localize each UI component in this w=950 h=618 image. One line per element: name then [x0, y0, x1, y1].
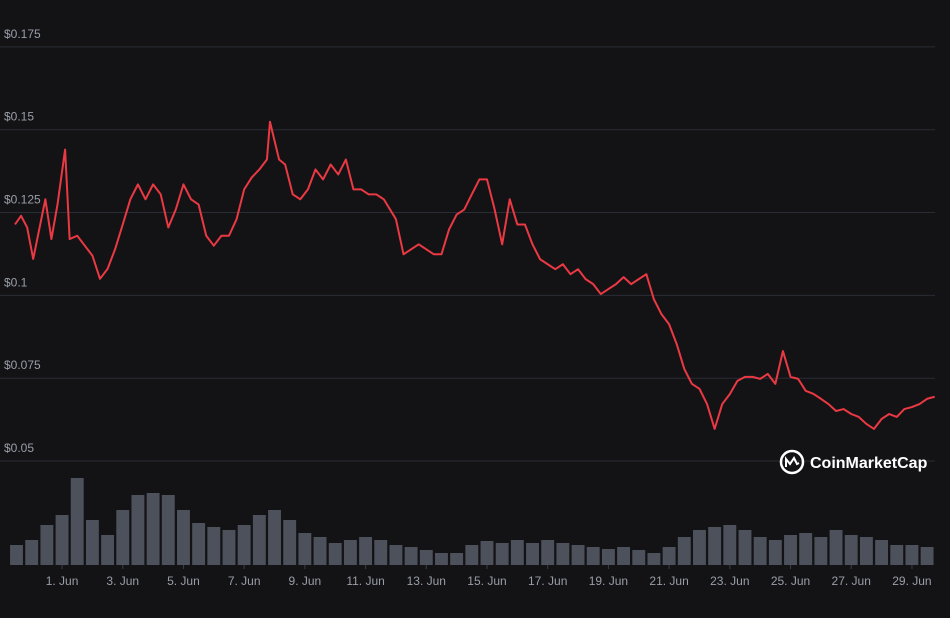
volume-bar — [480, 541, 494, 565]
volume-bar — [85, 520, 99, 565]
volume-bar — [450, 553, 464, 565]
volume-bar — [632, 550, 646, 565]
volume-bar — [768, 540, 782, 565]
volume-bar — [829, 530, 843, 565]
x-tick-label: 29. Jun — [892, 574, 931, 588]
volume-bar — [101, 535, 115, 565]
volume-bar — [526, 543, 539, 565]
volume-bar — [571, 545, 585, 565]
volume-bar — [298, 533, 312, 565]
volume-bar — [708, 527, 722, 565]
y-tick-label: $0.15 — [4, 110, 34, 124]
x-tick-label: 9. Jun — [289, 574, 322, 588]
volume-bar — [920, 547, 934, 565]
volume-bar — [693, 530, 706, 565]
volume-bar — [601, 549, 615, 565]
volume-bar — [268, 510, 281, 565]
volume-bar — [890, 545, 904, 565]
volume-bar — [374, 540, 388, 565]
volume-bar — [252, 515, 266, 565]
x-tick-label: 19. Jun — [589, 574, 628, 588]
volume-bar — [207, 527, 221, 565]
x-tick-label: 23. Jun — [710, 574, 749, 588]
x-tick-label: 11. Jun — [346, 574, 384, 588]
volume-bar — [131, 495, 145, 565]
y-tick-label: $0.1 — [4, 275, 28, 289]
logo: CoinMarketCap — [779, 449, 928, 475]
x-tick-label: 15. Jun — [467, 574, 506, 588]
volume-bar — [10, 545, 23, 565]
volume-bar — [222, 530, 236, 565]
volume-bar — [389, 545, 403, 565]
x-tick-label: 1. Jun — [46, 574, 79, 588]
volume-bar — [116, 510, 130, 565]
volume-bar — [161, 495, 175, 565]
volume-bar — [419, 550, 433, 565]
volume-bar — [905, 545, 919, 565]
volume-bar — [359, 537, 373, 565]
x-tick-label: 21. Jun — [649, 574, 688, 588]
volume-bar — [647, 553, 661, 565]
x-tick-label: 5. Jun — [167, 574, 200, 588]
volume-bar — [677, 537, 691, 565]
y-tick-label: $0.05 — [4, 441, 34, 455]
volume-bar — [875, 540, 889, 565]
volume-bar — [859, 537, 873, 565]
volume-bar — [40, 525, 54, 565]
volume-bar — [192, 523, 206, 565]
logo-icon — [779, 449, 805, 475]
volume-bar — [313, 537, 327, 565]
y-tick-label: $0.175 — [4, 27, 41, 41]
volume-bar — [844, 535, 858, 565]
x-tick-label: 3. Jun — [106, 574, 139, 588]
y-tick-label: $0.125 — [4, 193, 41, 207]
volume-bar — [328, 543, 342, 565]
volume-bar — [177, 510, 190, 565]
watermark: CoinMarketCap — [810, 455, 928, 472]
volume-bar — [146, 493, 160, 565]
volume-bar — [237, 525, 251, 565]
logo-glyph — [785, 456, 800, 467]
volume-bar — [541, 540, 555, 565]
y-tick-label: $0.075 — [4, 358, 41, 372]
volume-bar — [738, 530, 752, 565]
volume-bar — [617, 547, 631, 565]
x-tick-label: 7. Jun — [228, 574, 261, 588]
volume-bar — [814, 537, 828, 565]
x-tick-label: 17. Jun — [528, 574, 567, 588]
volume-bar — [55, 515, 69, 565]
x-tick-label: 25. Jun — [771, 574, 810, 588]
volume-bar — [283, 520, 297, 565]
volume-bar — [495, 543, 509, 565]
volume-bar — [70, 478, 84, 565]
volume-bar — [556, 543, 570, 565]
x-tick-label: 13. Jun — [407, 574, 446, 588]
volume-bar — [753, 537, 767, 565]
volume-bar — [25, 540, 39, 565]
volume-bar — [343, 540, 357, 565]
x-tick-label: 27. Jun — [832, 574, 871, 588]
volume-bar — [723, 525, 737, 565]
volume-bar — [435, 553, 448, 565]
volume-bar — [662, 547, 676, 565]
volume-bar — [510, 540, 524, 565]
volume-bar — [784, 535, 797, 565]
volume-bar — [799, 533, 813, 565]
volume-bar — [465, 545, 479, 565]
volume-bar — [404, 547, 418, 565]
volume-bar — [586, 547, 600, 565]
price-line — [14, 120, 935, 430]
